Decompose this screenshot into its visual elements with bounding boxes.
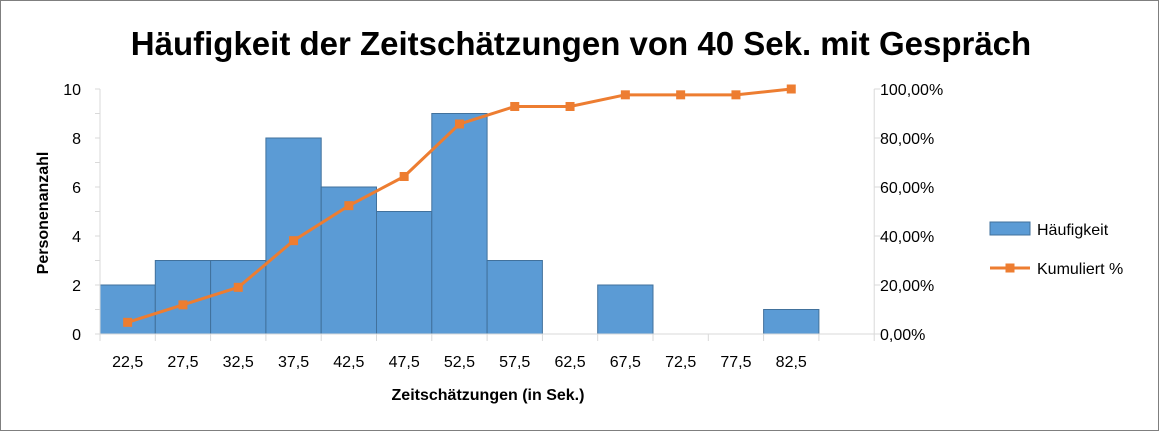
y-tick-label: 2 bbox=[72, 278, 81, 295]
y2-tick-label: 40,00% bbox=[880, 229, 934, 246]
x-tick-label: 42,5 bbox=[333, 354, 364, 371]
cumulative-marker bbox=[565, 101, 575, 111]
legend-swatch-bars bbox=[989, 221, 1031, 236]
cumulative-marker bbox=[233, 282, 243, 292]
x-tick-label: 27,5 bbox=[167, 354, 198, 371]
cumulative-marker bbox=[786, 84, 796, 94]
x-tick-label: 77,5 bbox=[720, 354, 751, 371]
y-tick-label: 4 bbox=[72, 229, 81, 246]
cumulative-marker bbox=[731, 90, 741, 100]
x-tick-label: 57,5 bbox=[499, 354, 530, 371]
histogram-bar bbox=[486, 260, 543, 335]
plot-area: 02468100,00%20,00%40,00%60,00%80,00%100,… bbox=[63, 82, 943, 371]
y-tick-label: 10 bbox=[63, 82, 81, 99]
histogram-bar bbox=[154, 260, 212, 335]
x-tick-label: 32,5 bbox=[223, 354, 254, 371]
y2-tick-label: 80,00% bbox=[880, 131, 934, 148]
cumulative-marker bbox=[399, 171, 409, 181]
y-axis-title: Personenanzahl bbox=[35, 152, 52, 275]
cumulative-marker bbox=[123, 317, 133, 327]
legend-swatch-marker bbox=[1005, 263, 1015, 273]
x-tick-label: 82,5 bbox=[776, 354, 807, 371]
y2-tick-label: 60,00% bbox=[880, 180, 934, 197]
legend-label-line: Kumuliert % bbox=[1037, 261, 1123, 278]
histogram-bar bbox=[265, 137, 322, 335]
cumulative-marker bbox=[289, 236, 299, 246]
x-tick-label: 62,5 bbox=[554, 354, 585, 371]
y-tick-label: 8 bbox=[72, 131, 81, 148]
cumulative-marker bbox=[620, 90, 630, 100]
y2-tick-label: 0,00% bbox=[880, 327, 925, 344]
x-tick-label: 37,5 bbox=[278, 354, 309, 371]
legend: Häufigkeit Kumuliert % bbox=[989, 221, 1123, 278]
x-tick-label: 67,5 bbox=[610, 354, 641, 371]
cumulative-marker bbox=[344, 201, 354, 211]
y-tick-label: 6 bbox=[72, 180, 81, 197]
x-axis-title: Zeitschätzungen (in Sek.) bbox=[392, 387, 585, 404]
histogram-bar bbox=[763, 309, 820, 335]
histogram-bar bbox=[597, 284, 654, 335]
x-tick-label: 72,5 bbox=[665, 354, 696, 371]
y2-tick-label: 20,00% bbox=[880, 278, 934, 295]
cumulative-marker bbox=[178, 300, 188, 310]
y2-tick-label: 100,00% bbox=[880, 82, 943, 99]
cumulative-marker bbox=[510, 101, 520, 111]
x-tick-label: 47,5 bbox=[389, 354, 420, 371]
x-tick-label: 52,5 bbox=[444, 354, 475, 371]
legend-label-bars: Häufigkeit bbox=[1037, 222, 1109, 239]
y-tick-label: 0 bbox=[72, 327, 81, 344]
histogram-bar bbox=[431, 113, 488, 335]
histogram-bar bbox=[320, 186, 378, 335]
cumulative-marker bbox=[676, 90, 686, 100]
cumulative-marker bbox=[454, 119, 464, 129]
histogram-bar bbox=[376, 211, 433, 335]
chart-title: Häufigkeit der Zeitschätzungen von 40 Se… bbox=[131, 25, 1031, 62]
x-tick-label: 22,5 bbox=[112, 354, 143, 371]
